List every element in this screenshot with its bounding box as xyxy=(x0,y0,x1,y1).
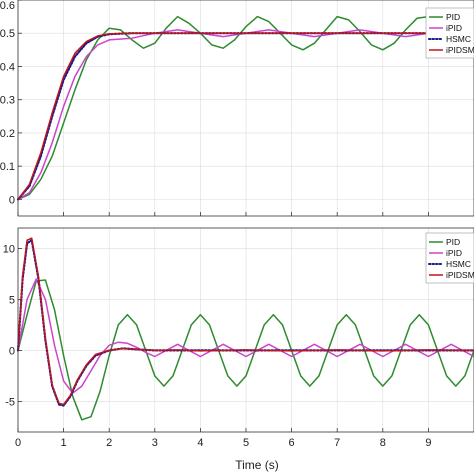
x-tick-label: 9 xyxy=(425,437,431,449)
series-line-pid xyxy=(17,279,474,421)
x-tick-label: 1 xyxy=(61,437,67,449)
x-tick-label: 6 xyxy=(289,437,295,449)
top-panel: 0 0.1 0.2 0.3 0.4 0.5 0.6 PIDiPIDHSMCiPIDSMC xyxy=(0,0,474,217)
y-tick-label: 10 xyxy=(3,243,15,255)
series-line-pid xyxy=(17,15,474,201)
y-tick-label: 0 xyxy=(9,194,15,206)
legend-label-pid: PID xyxy=(446,12,460,22)
y-tick-label: 0.2 xyxy=(0,128,15,140)
x-tick-label: 7 xyxy=(334,437,340,449)
legend-label-ipidsmc: iPIDSMC xyxy=(446,45,474,55)
y-tick-label: 0.4 xyxy=(0,61,15,73)
x-tick-label: 5 xyxy=(243,437,249,449)
y-tick-label: 0.3 xyxy=(0,95,15,107)
legend: PIDiPIDHSMCiPIDSMC xyxy=(425,7,474,59)
x-tick-label: 2 xyxy=(106,437,112,449)
legend-label-pid: PID xyxy=(446,237,460,247)
x-tick-label: 4 xyxy=(197,437,203,449)
legend-label-hsmc: HSMC xyxy=(446,259,471,269)
y-tick-label: 0.1 xyxy=(0,161,15,173)
y-tick-label: 5 xyxy=(9,294,15,306)
x-axis-label: Time (s) xyxy=(235,458,279,472)
legend-label-ipidsmc: iPIDSMC xyxy=(446,270,474,280)
series-line-ipidsmc xyxy=(17,32,474,200)
y-tick-label: 0 xyxy=(9,345,15,357)
y-tick-label: 0.5 xyxy=(0,28,15,40)
x-tick-label: 8 xyxy=(380,437,386,449)
bottom-panel: -5 0 5 10 0 1 2 3 4 5 6 7 8 9 PIDiPIDHSMCiPIDSMC xyxy=(3,227,474,449)
y-tick-label: -5 xyxy=(5,396,15,408)
legend-label-ipid: iPID xyxy=(446,248,462,258)
legend-label-hsmc: HSMC xyxy=(446,34,471,44)
series-line-ipid xyxy=(17,278,474,394)
legend-label-ipid: iPID xyxy=(446,23,462,33)
x-tick-label: 3 xyxy=(152,437,158,449)
x-tick-label: 0 xyxy=(15,437,21,449)
series-line-ipidsmc xyxy=(17,237,474,406)
y-tick-label: 0.6 xyxy=(0,0,15,12)
legend: PIDiPIDHSMCiPIDSMC xyxy=(425,232,474,284)
